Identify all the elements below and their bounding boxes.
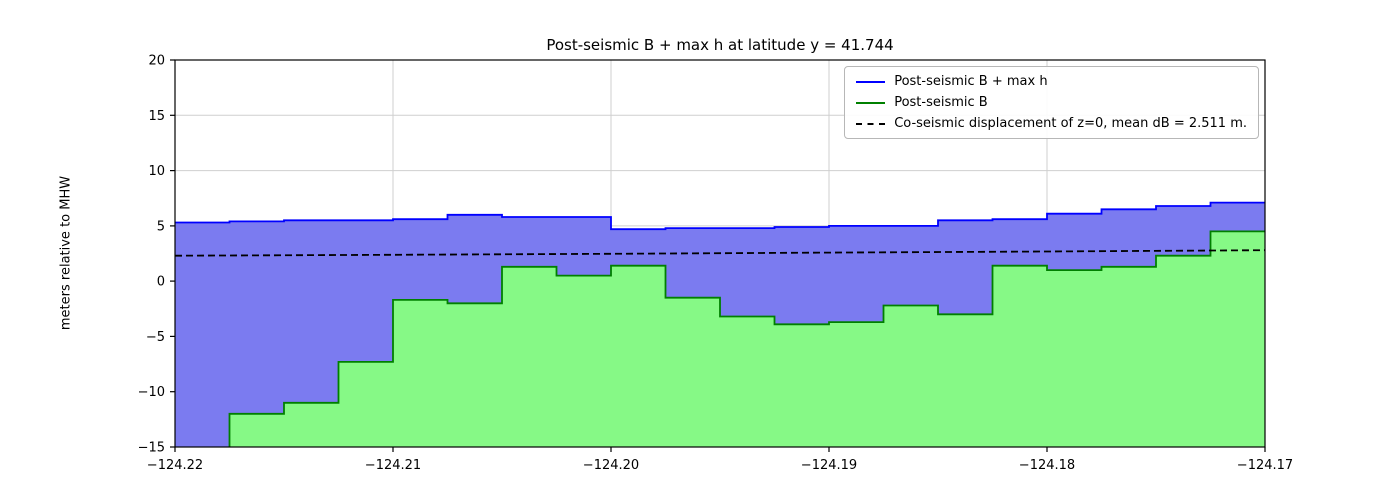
svg-text:−124.19: −124.19 (801, 458, 857, 473)
legend-label: Post-seismic B (894, 95, 988, 110)
legend-dashed-line-icon (856, 122, 886, 125)
svg-text:−5: −5 (146, 330, 165, 345)
legend-item-coseismic-displacement: Co-seismic displacement of z=0, mean dB … (856, 116, 1247, 131)
svg-text:−124.20: −124.20 (583, 458, 639, 473)
svg-text:20: 20 (148, 54, 165, 69)
legend-item-post-seismic-b: Post-seismic B (856, 95, 1247, 110)
svg-text:−15: −15 (138, 441, 165, 456)
legend-line-icon (856, 101, 886, 104)
svg-text:5: 5 (157, 219, 165, 234)
svg-text:10: 10 (148, 164, 165, 179)
legend-label: Post-seismic B + max h (894, 74, 1048, 89)
svg-text:−124.17: −124.17 (1237, 458, 1293, 473)
legend: Post-seismic B + max h Post-seismic B Co… (844, 66, 1259, 139)
legend-line-icon (856, 80, 886, 83)
legend-item-post-seismic-b-max-h: Post-seismic B + max h (856, 74, 1247, 89)
svg-text:−124.21: −124.21 (365, 458, 421, 473)
chart-title: Post-seismic B + max h at latitude y = 4… (546, 36, 894, 54)
svg-text:−10: −10 (138, 385, 165, 400)
legend-label: Co-seismic displacement of z=0, mean dB … (894, 116, 1247, 131)
svg-text:−124.22: −124.22 (147, 458, 203, 473)
svg-text:−124.18: −124.18 (1019, 458, 1075, 473)
svg-text:15: 15 (148, 109, 165, 124)
svg-text:0: 0 (157, 275, 165, 290)
